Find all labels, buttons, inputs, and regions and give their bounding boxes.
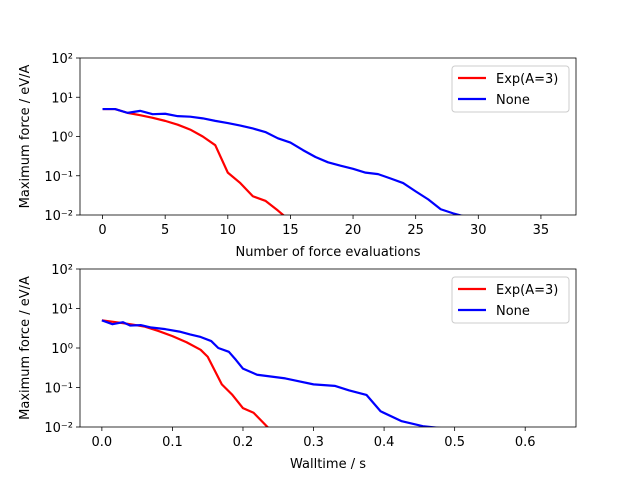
x-tick-label: 30	[470, 223, 487, 238]
legend-label: None	[496, 93, 530, 108]
subplot: 0 5 10 15 20 25 30 35 10⁻² 10⁻¹ 10⁰ 10¹ 10² Number of…	[18, 52, 577, 260]
y-tick-label: 10⁻¹	[44, 382, 73, 397]
y-tick-label: 10⁰	[51, 131, 73, 146]
y-tick-label: 10⁻²	[44, 209, 73, 224]
legend-label: Exp(A=3)	[496, 283, 558, 298]
legend-label: None	[496, 304, 530, 319]
y-tick-label: 10²	[51, 52, 73, 67]
x-axis-label: Walltime / s	[290, 457, 366, 472]
line	[101, 319, 442, 427]
legend-label: Exp(A=3)	[496, 72, 558, 87]
x-axis-label: Number of force evaluations	[235, 245, 420, 260]
y-tick-label: 10²	[51, 263, 73, 278]
line	[102, 107, 285, 215]
legend: Exp(A=3) None	[451, 276, 570, 324]
x-tick-label: 5	[161, 223, 169, 238]
subplot: 0.0 0.1 0.2 0.3 0.4 0.5 0.6 10⁻² 10⁻¹ 10⁰ 10¹ 10² Wa…	[18, 263, 577, 472]
x-tick-label: 0.1	[162, 435, 183, 450]
x-tick-label: 10	[220, 223, 237, 238]
x-tick-label: 20	[345, 223, 362, 238]
y-tick-label: 10⁰	[51, 342, 73, 357]
y-axis-label: Maximum force / eV/A	[18, 276, 33, 420]
legend: Exp(A=3) None	[451, 65, 570, 113]
y-axis-label: Maximum force / eV/A	[18, 65, 33, 209]
x-tick-label: 0.6	[515, 435, 536, 450]
line	[101, 319, 270, 427]
y-tick-label: 10⁻¹	[44, 170, 73, 185]
x-tick-label: 0.0	[92, 435, 113, 450]
x-tick-label: 25	[407, 223, 424, 238]
x-tick-label: 0.5	[444, 435, 465, 450]
x-tick-label: 0.2	[233, 435, 254, 450]
x-tick-label: 0.4	[374, 435, 395, 450]
x-tick-label: 0	[98, 223, 106, 238]
x-tick-label: 0.3	[303, 435, 324, 450]
y-tick-label: 10¹	[51, 91, 73, 106]
x-tick-label: 15	[282, 223, 299, 238]
y-tick-label: 10¹	[51, 303, 73, 318]
y-tick-label: 10⁻²	[44, 421, 73, 436]
x-tick-label: 35	[533, 223, 550, 238]
line	[102, 107, 464, 215]
